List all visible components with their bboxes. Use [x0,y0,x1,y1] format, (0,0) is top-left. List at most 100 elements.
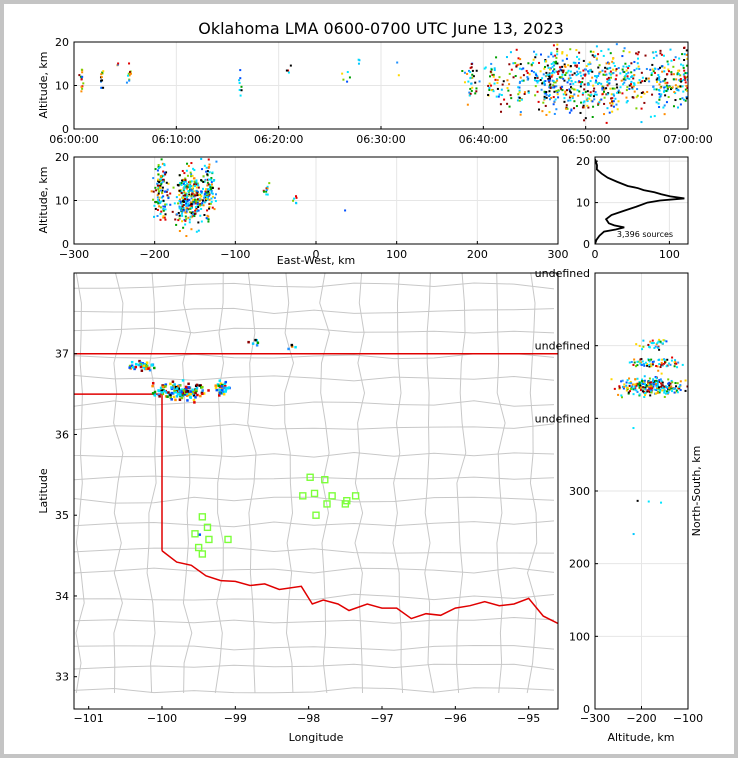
source-point [469,71,472,74]
source-point [630,62,633,65]
source-point [661,358,664,361]
source-point [177,211,180,214]
source-point [556,78,559,81]
source-point [163,164,166,167]
source-point [152,198,155,201]
source-point [685,49,688,52]
source-point [654,381,657,384]
source-point [159,206,162,209]
source-point [470,82,473,85]
source-point [550,63,553,66]
source-point [195,181,198,184]
source-point [101,71,104,74]
source-point [536,90,539,93]
source-point [675,389,678,392]
source-point [642,390,645,393]
source-point [646,390,649,393]
source-point [185,193,188,196]
source-point [584,117,587,120]
source-point [626,99,629,102]
source-point [191,390,195,393]
source-point [653,88,656,91]
source-point [582,69,585,72]
county-boundary [74,593,555,601]
source-point [652,70,655,73]
source-point [469,92,472,95]
source-point [665,365,668,368]
source-point [606,61,609,64]
source-point [154,207,157,210]
source-point [641,360,644,363]
source-point [207,220,210,223]
source-point [181,388,184,391]
source-point [507,89,510,92]
source-point [622,65,625,68]
source-point [604,70,607,73]
source-point [181,210,184,213]
source-point [205,188,208,191]
source-point [657,346,660,349]
source-point [559,86,562,89]
eastwest-tick-label: 300 [548,248,569,261]
source-point [626,379,629,382]
source-point [660,372,663,375]
source-point [608,82,611,85]
source-point [159,179,162,182]
source-point [552,96,555,99]
source-point [669,363,672,366]
source-point [496,81,499,84]
source-point [662,386,665,389]
source-point [590,93,593,96]
source-point [191,174,194,177]
source-point [143,365,147,369]
source-point [601,69,604,72]
source-point [523,92,526,95]
source-point [199,204,202,207]
source-point [647,390,650,393]
source-point [197,205,200,208]
source-point [223,382,227,386]
source-point [582,101,585,104]
source-point [677,106,680,109]
source-point [556,50,559,53]
source-point [181,205,184,208]
source-point [226,386,229,390]
source-point [690,78,692,80]
source-point [678,385,681,388]
source-point [575,105,578,108]
source-point [573,72,576,75]
source-point [488,87,491,90]
source-point [165,171,168,174]
source-point [671,381,674,384]
source-point [470,89,473,92]
source-point [651,339,654,342]
source-point [202,392,206,395]
source-point [629,388,632,391]
source-point [220,386,223,390]
source-point [208,193,211,196]
source-point [661,342,664,345]
source-point [255,344,259,347]
source-point [649,115,652,118]
source-point [140,369,144,372]
source-point [684,72,687,75]
source-point [116,63,119,66]
source-point [586,90,589,93]
source-point [658,78,661,81]
source-point [643,80,646,83]
source-point [547,79,550,82]
source-point [643,379,646,382]
source-point [641,348,644,351]
source-point [490,68,493,71]
source-point [592,95,595,98]
source-point [159,186,162,189]
source-point [548,68,551,71]
source-point [463,81,466,84]
source-point [606,84,609,87]
source-point [100,73,103,76]
source-point [659,378,662,381]
source-point [205,193,208,196]
source-point [553,86,556,89]
source-point [192,213,195,216]
source-point [625,89,628,92]
